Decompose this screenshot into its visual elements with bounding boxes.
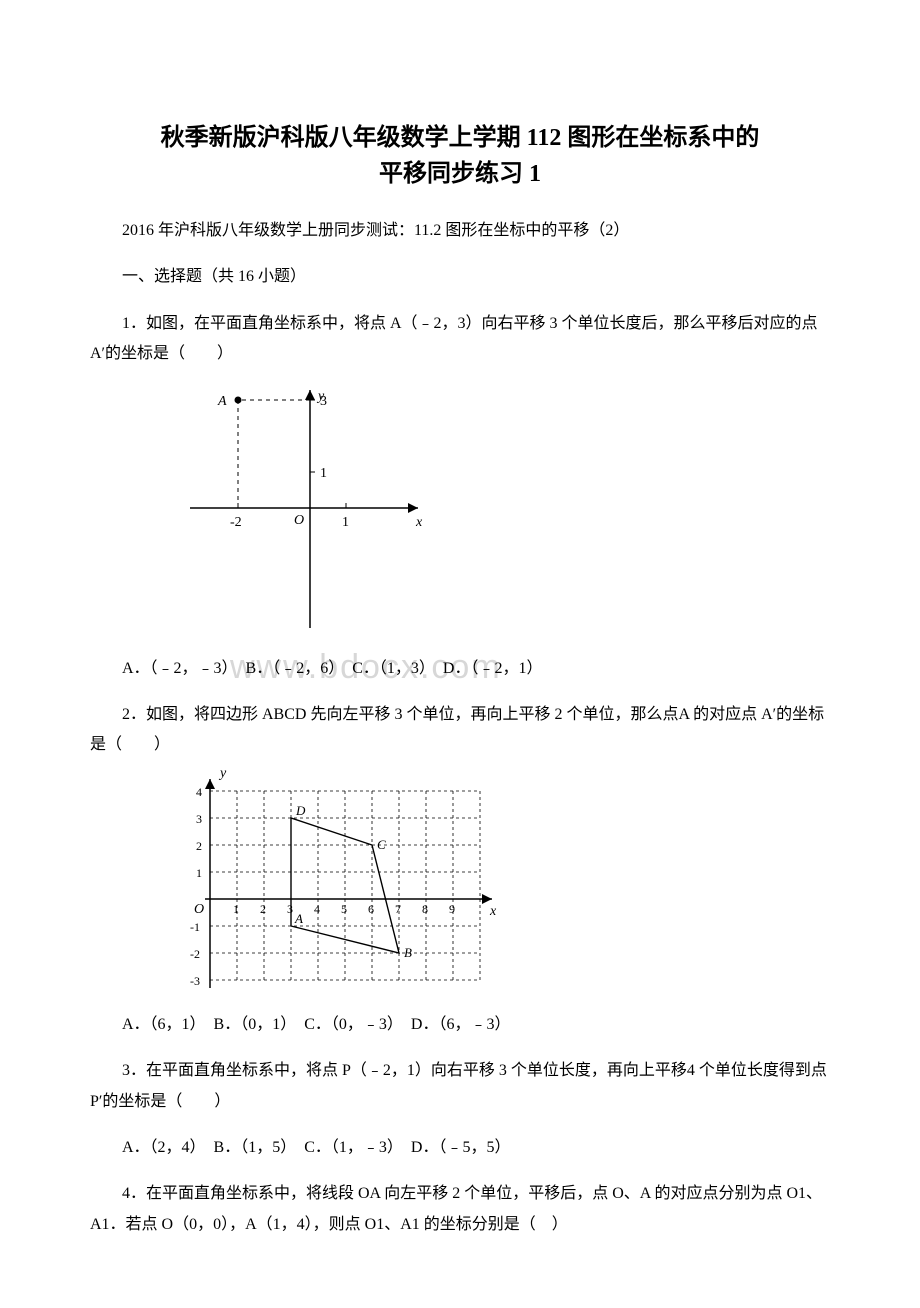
svg-text:8: 8 [422, 902, 428, 916]
svg-text:9: 9 [449, 902, 455, 916]
svg-text:-1: -1 [190, 920, 200, 934]
svg-text:1: 1 [196, 866, 202, 880]
svg-text:3: 3 [320, 394, 327, 409]
svg-text:3: 3 [287, 902, 293, 916]
svg-text:2: 2 [196, 839, 202, 853]
svg-text:x: x [489, 904, 497, 919]
svg-text:6: 6 [368, 902, 374, 916]
svg-text:O: O [194, 902, 204, 917]
svg-text:D: D [295, 803, 306, 818]
title-line2: 平移同步练习 1 [379, 161, 541, 187]
q1-options: A．（﹣2，﹣3） B．（﹣2，6） C．（1，3） D．（﹣2，1） [90, 654, 830, 684]
svg-text:1: 1 [342, 515, 349, 530]
svg-text:2: 2 [260, 902, 266, 916]
q2-options: A．（6，1） B．（0，1） C．（0，﹣3） D．（6，﹣3） [90, 1010, 830, 1040]
svg-text:5: 5 [341, 902, 347, 916]
svg-text:-3: -3 [190, 974, 200, 988]
svg-text:4: 4 [314, 902, 320, 916]
svg-text:y: y [218, 769, 227, 781]
svg-text:O: O [294, 513, 304, 528]
svg-text:C: C [377, 837, 386, 852]
title-line1: 秋季新版沪科版八年级数学上学期 112 图形在坐标系中的 [161, 125, 760, 151]
q2-figure: 1 2 3 4 5 6 7 8 9 1 2 3 4 -1 -2 -3 Oy x A B C D [180, 769, 830, 994]
q4-stem: 4．在平面直角坐标系中，将线段 OA 向左平移 2 个单位，平移后，点 O、A … [90, 1179, 830, 1240]
q1-stem: 1．如图，在平面直角坐标系中，将点 A（﹣2，3）向右平移 3 个单位长度后，那… [90, 309, 830, 370]
q3-stem: 3．在平面直角坐标系中，将点 P（﹣2，1）向右平移 3 个单位长度，再向上平移… [90, 1056, 830, 1117]
svg-text:7: 7 [395, 902, 401, 916]
q2-stem: 2．如图，将四边形 ABCD 先向左平移 3 个单位，再向上平移 2 个单位，那… [90, 700, 830, 761]
svg-text:4: 4 [196, 785, 202, 799]
q1-figure: yxO1-213A [180, 378, 830, 638]
section-heading: 一、选择题（共 16 小题） [90, 262, 830, 292]
svg-text:1: 1 [233, 902, 239, 916]
svg-text:-2: -2 [190, 947, 200, 961]
svg-text:x: x [415, 515, 423, 530]
svg-text:A: A [217, 394, 227, 409]
svg-text:1: 1 [320, 466, 327, 481]
svg-text:3: 3 [196, 812, 202, 826]
svg-text:-2: -2 [230, 515, 242, 530]
q3-options: A．（2，4） B．（1，5） C．（1，﹣3） D．（﹣5，5） [90, 1133, 830, 1163]
subtitle: 2016 年沪科版八年级数学上册同步测试：11.2 图形在坐标中的平移（2） [90, 216, 830, 246]
svg-text:B: B [404, 945, 412, 960]
svg-text:A: A [294, 911, 303, 926]
